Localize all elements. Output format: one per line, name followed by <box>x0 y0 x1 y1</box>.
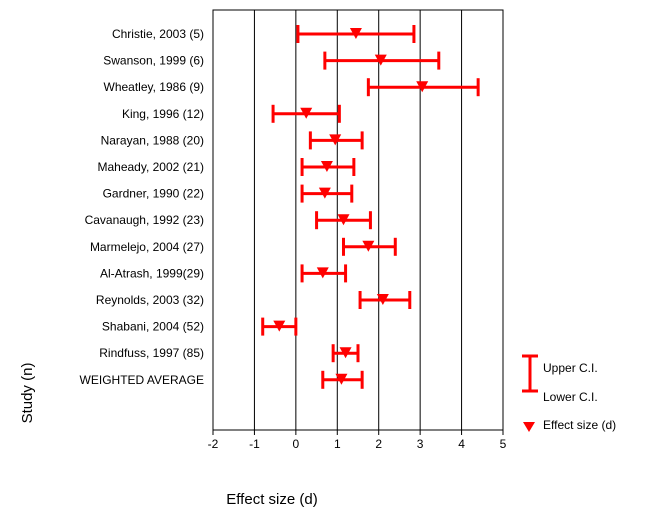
x-tick-label: -2 <box>208 437 219 451</box>
study-label: Shabani, 2004 (52) <box>102 320 204 334</box>
study-interval <box>296 25 416 43</box>
vertical-gridlines <box>253 10 463 430</box>
x-axis-ticks: -2 -1 0 1 2 3 4 5 <box>208 430 507 451</box>
study-interval <box>261 317 298 336</box>
study-label: Al-Atrash, 1999(29) <box>100 266 204 280</box>
study-interval <box>300 158 356 176</box>
y-axis-title: Study (n) <box>19 363 36 424</box>
legend-effect-size: Effect size (d) <box>543 418 616 432</box>
x-tick-label: 4 <box>458 437 465 451</box>
effect-size-marker <box>339 347 352 359</box>
study-interval <box>300 184 354 203</box>
study-label: Gardner, 1990 (22) <box>103 187 204 201</box>
study-interval <box>321 370 364 389</box>
effect-size-marker <box>316 267 329 279</box>
study-label: Reynolds, 2003 (32) <box>96 293 204 307</box>
effect-size-marker <box>318 187 331 199</box>
study-interval <box>323 51 441 70</box>
effect-size-marker <box>362 240 375 252</box>
effect-size-marker <box>376 294 389 305</box>
plot-area-frame <box>212 9 504 431</box>
study-label: Narayan, 1988 (20) <box>101 133 204 147</box>
study-label: Maheady, 2002 (21) <box>97 160 204 174</box>
study-interval <box>358 291 412 309</box>
effect-size-marker <box>374 54 387 66</box>
study-label: Cavanaugh, 1992 (23) <box>85 213 204 227</box>
x-tick-label: -1 <box>249 437 260 451</box>
study-label: King, 1996 (12) <box>122 107 204 121</box>
x-tick-label: 0 <box>293 437 300 451</box>
study-interval <box>271 104 341 123</box>
x-tick-label: 3 <box>417 437 424 451</box>
effect-size-marker <box>273 320 286 332</box>
effect-size-marker <box>349 28 362 39</box>
study-label: Rindfuss, 1997 (85) <box>99 346 204 360</box>
effect-size-marker <box>416 81 429 93</box>
study-label: WEIGHTED AVERAGE <box>80 373 204 387</box>
legend-upper-ci: Upper C.I. <box>543 361 598 375</box>
study-label: Swanson, 1999 (6) <box>103 54 204 68</box>
study-label: Christie, 2003 (5) <box>112 27 204 41</box>
study-interval <box>308 131 364 150</box>
effect-size-marker <box>300 107 313 119</box>
effect-size-marker <box>329 134 342 146</box>
legend-lower-ci: Lower C.I. <box>543 390 598 404</box>
confidence-intervals <box>261 25 480 389</box>
x-axis-title: Effect size (d) <box>226 491 317 508</box>
effect-size-marker <box>337 214 350 226</box>
effect-size-marker <box>335 373 348 385</box>
study-interval <box>315 211 372 230</box>
study-labels: Christie, 2003 (5) Swanson, 1999 (6) Wheat… <box>80 27 204 387</box>
study-interval <box>331 344 360 363</box>
legend: Upper C.I. Lower C.I. Effect size (d) <box>522 354 616 432</box>
study-label: Wheatley, 1986 (9) <box>104 80 205 94</box>
study-interval <box>342 237 397 256</box>
study-interval <box>300 264 348 283</box>
study-label: Marmelejo, 2004 (27) <box>90 240 204 254</box>
legend-effect-triangle-icon <box>523 422 535 432</box>
x-tick-label: 5 <box>500 437 507 451</box>
x-tick-label: 2 <box>375 437 382 451</box>
effect-size-marker <box>320 161 333 172</box>
x-tick-label: 1 <box>334 437 341 451</box>
study-interval <box>366 78 480 97</box>
